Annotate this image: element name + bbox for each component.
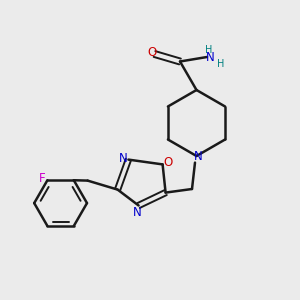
Text: N: N <box>133 206 142 219</box>
Text: N: N <box>118 152 127 165</box>
Text: H: H <box>205 45 212 56</box>
Text: H: H <box>217 58 224 69</box>
Text: O: O <box>148 46 157 59</box>
Text: N: N <box>206 51 215 64</box>
Text: N: N <box>194 150 202 163</box>
Text: F: F <box>39 172 45 185</box>
Text: O: O <box>164 156 172 170</box>
